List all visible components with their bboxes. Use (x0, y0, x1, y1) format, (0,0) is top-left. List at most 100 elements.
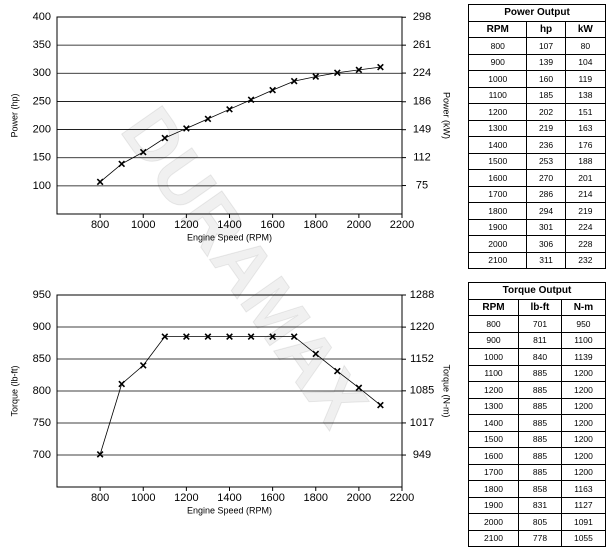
y-axis-label: Torque (lb-ft) (9, 365, 19, 416)
table-cell: 163 (564, 119, 607, 137)
table-cell: 1200 (560, 397, 607, 415)
marker (312, 350, 320, 358)
table-cell: 885 (518, 381, 562, 399)
table-row: 1700 286 214 (467, 185, 607, 203)
y-tick-label: 200 (33, 123, 51, 135)
y2-tick-label: 298 (413, 11, 431, 23)
watermark: DURAMAX (106, 93, 383, 440)
x-tick-label: 1400 (217, 492, 241, 504)
x-tick-label: 2200 (390, 492, 414, 504)
table-cell: 1500 (467, 152, 528, 170)
table-cell: 1139 (560, 348, 607, 366)
table-cell: 1500 (467, 430, 520, 448)
table-cell: 219 (526, 119, 566, 137)
table-cell: 301 (526, 218, 566, 236)
x-tick-label: 1800 (304, 219, 328, 231)
y2-axis-label: Torque (N-m) (442, 364, 452, 417)
marker (247, 96, 255, 104)
table-cell: 1091 (560, 513, 607, 531)
table-cell: 805 (518, 513, 562, 531)
table-row: 1400 885 1200 (467, 414, 607, 432)
table-row: 1900 301 224 (467, 218, 607, 236)
y-tick-label: 100 (33, 180, 51, 192)
power-table: Power Output RPM hp kW 800 107 80 900 139 104 1000… (467, 4, 607, 269)
table-cell: 151 (564, 103, 607, 121)
table-cell: 80 (564, 37, 607, 55)
y2-axis-label: Power (kW) (442, 92, 452, 139)
table-cell: 104 (564, 53, 607, 71)
table-cell: 202 (526, 103, 566, 121)
marker (333, 69, 341, 77)
title-row: Torque Output (468, 282, 606, 300)
y2-tick-label: 261 (413, 39, 431, 51)
table-row: 1300 885 1200 (467, 397, 607, 415)
table-row: 800 107 80 (467, 37, 607, 55)
table-title: Torque Output (468, 282, 606, 300)
table-cell: 778 (518, 529, 562, 547)
marker (269, 333, 276, 340)
table-cell: 306 (526, 235, 566, 253)
x-tick-label: 1600 (260, 219, 284, 231)
marker (183, 333, 190, 340)
table-cell: 160 (526, 70, 566, 88)
x-tick-label: 800 (91, 219, 109, 231)
table-row: 1200 202 151 (467, 103, 607, 121)
table-cell: 1200 (560, 430, 607, 448)
table-cell: 1200 (560, 414, 607, 432)
y2-tick-label: 112 (413, 152, 431, 164)
table-cell: 1055 (560, 529, 607, 547)
table-cell: 232 (564, 251, 607, 269)
x-tick-label: 2200 (390, 219, 414, 231)
table-cell: 1200 (560, 364, 607, 382)
y-tick-label: 300 (33, 67, 51, 79)
series-line (99, 66, 381, 183)
table-row: 2000 306 228 (467, 235, 607, 253)
y-tick-label: 350 (33, 39, 51, 51)
y-tick-label: 250 (33, 95, 51, 107)
table-cell: 1127 (560, 496, 607, 514)
table-cell: 885 (518, 463, 562, 481)
x-tick-label: 1000 (131, 492, 155, 504)
table-cell: 1700 (467, 185, 528, 203)
x-tick-label: 1800 (304, 492, 328, 504)
marker (377, 401, 384, 409)
marker (226, 105, 233, 113)
table-cell: 885 (518, 447, 562, 465)
table-cell: 885 (518, 364, 562, 382)
table-cell: 885 (518, 430, 562, 448)
marker (183, 125, 190, 132)
table-row: 1800 858 1163 (467, 480, 607, 498)
y2-tick-label: 149 (413, 124, 431, 136)
table-cell: 1200 (560, 463, 607, 481)
marker (139, 148, 147, 156)
y-tick-label: 700 (33, 449, 51, 461)
table-cell: 201 (564, 169, 607, 187)
marker (118, 160, 126, 168)
table-cell: 1200 (467, 381, 520, 399)
table-cell: 236 (526, 136, 566, 154)
header-row: RPM hp kW (467, 20, 607, 38)
table-cell: 800 (467, 315, 520, 333)
table-row: 1600 270 201 (467, 169, 607, 187)
table-cell: 311 (526, 251, 566, 269)
table-cell: 2000 (467, 513, 520, 531)
table-row: 2100 778 1055 (467, 529, 607, 547)
x-tick-label: 2000 (347, 492, 371, 504)
y-tick-label: 750 (33, 417, 51, 429)
table-cell: 858 (518, 480, 562, 498)
x-tick-label: 2000 (347, 219, 371, 231)
y2-tick-label: 1017 (410, 417, 434, 429)
table-cell: 139 (526, 53, 566, 71)
column-header: hp (526, 20, 566, 38)
marker (269, 86, 276, 94)
marker (204, 333, 212, 340)
y2-tick-label: 186 (413, 96, 431, 108)
y2-tick-label: 949 (413, 449, 431, 461)
table-cell: 1100 (560, 331, 607, 349)
table-cell: 1200 (560, 447, 607, 465)
marker (355, 66, 363, 74)
y2-tick-label: 1288 (410, 289, 434, 301)
table-row: 1300 219 163 (467, 119, 607, 137)
table-cell: 1700 (467, 463, 520, 481)
